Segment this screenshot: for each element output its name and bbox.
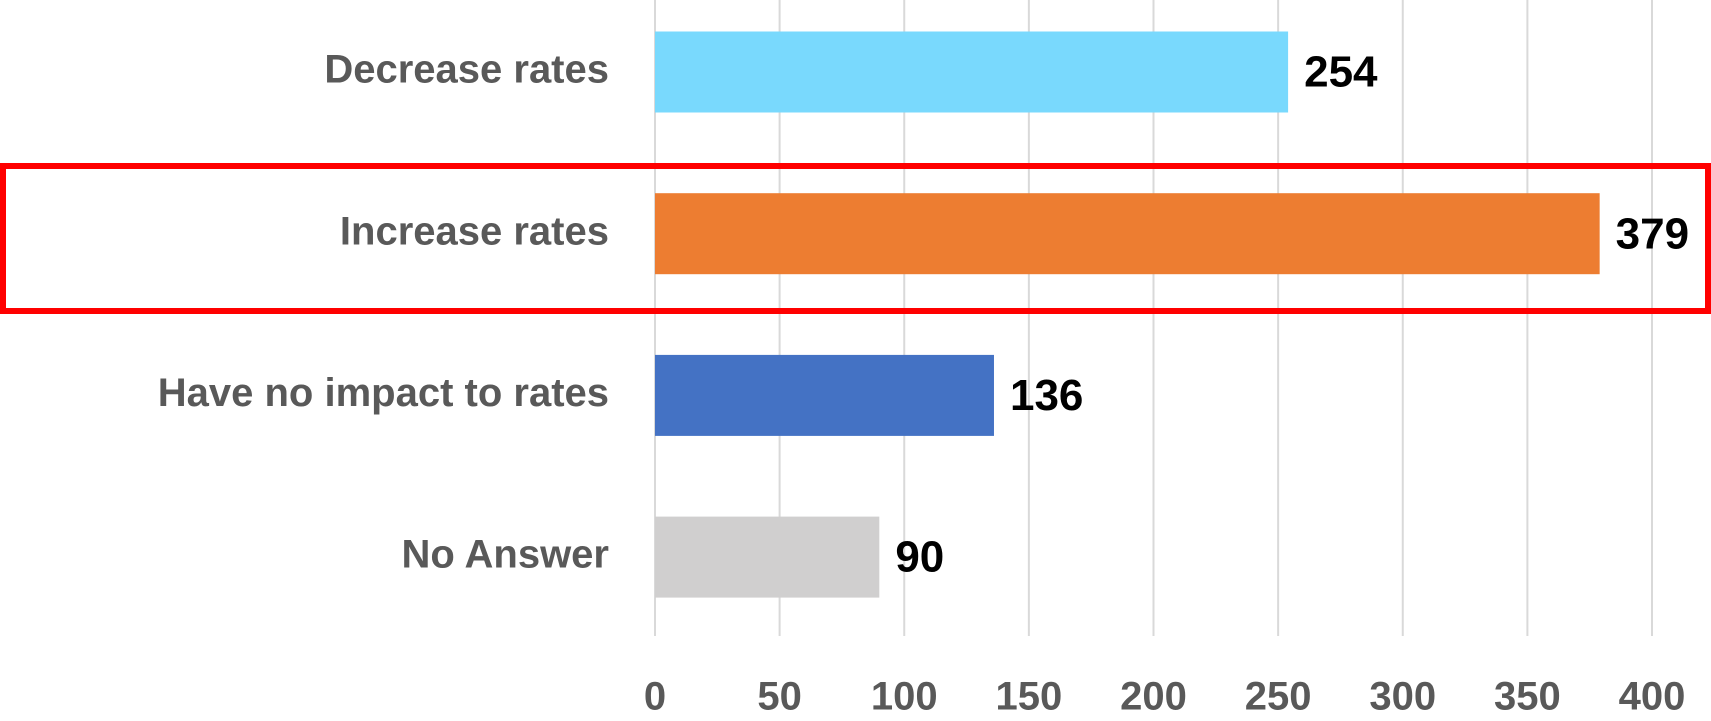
- bar: [655, 31, 1289, 113]
- y-tick-label: Have no impact to rates: [158, 371, 609, 415]
- x-tick-label: 150: [996, 675, 1063, 719]
- y-tick-label: Increase rates: [340, 209, 609, 253]
- grid: 0 50 100 150 200 250 300 350 400: [644, 0, 1686, 719]
- x-tick-label: 50: [757, 675, 802, 719]
- bar: [655, 193, 1600, 275]
- x-tick-label: 300: [1369, 675, 1436, 719]
- bars: Decrease rates 254 Increase rates 379 Have n…: [158, 31, 1689, 598]
- bar: [655, 516, 880, 598]
- x-tick-label: 250: [1245, 675, 1312, 719]
- x-tick-label: 200: [1120, 675, 1187, 719]
- x-tick-label: 400: [1619, 675, 1686, 719]
- bar: [655, 354, 994, 436]
- data-label: 254: [1304, 48, 1378, 97]
- y-tick-label: Decrease rates: [324, 48, 609, 92]
- x-tick-label: 350: [1494, 675, 1561, 719]
- data-label: 379: [1616, 209, 1689, 258]
- data-label: 90: [895, 533, 944, 582]
- data-label: 136: [1010, 371, 1083, 420]
- x-tick-label: 100: [871, 675, 938, 719]
- y-tick-label: No Answer: [402, 533, 609, 577]
- highlight-box: [0, 163, 1711, 314]
- x-tick-label: 0: [644, 675, 666, 719]
